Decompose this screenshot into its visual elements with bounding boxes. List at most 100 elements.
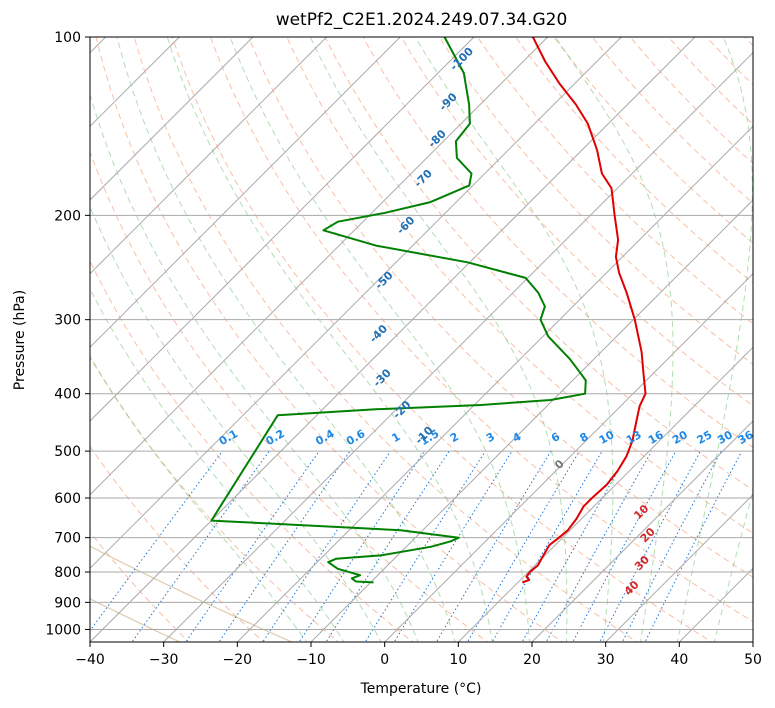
- y-tick-label: 900: [54, 595, 81, 611]
- y-tick-label: 500: [54, 444, 81, 460]
- mixing-ratio-label: 20: [670, 428, 690, 447]
- moist-adiabat-line: [90, 288, 345, 642]
- mixing-ratio-label: 13: [624, 428, 644, 447]
- mixing-ratio-line: [466, 450, 580, 642]
- dry-adiabat-line: [705, 37, 753, 86]
- isotherm-gridline: [90, 37, 696, 642]
- dry-adiabat-line: [90, 259, 414, 642]
- mixing-ratio-label: 0.2: [263, 427, 286, 448]
- mixing-ratio-label: 4: [510, 430, 523, 445]
- mixing-ratio-line: [90, 450, 223, 632]
- dry-adiabat-line: [286, 37, 753, 534]
- isotherm-gridline: [310, 199, 753, 642]
- dry-adiabat-line: [438, 37, 753, 366]
- isotherm-gridline: [752, 641, 753, 642]
- x-tick-label: −40: [75, 652, 105, 668]
- x-tick-label: 0: [380, 652, 389, 668]
- mixing-ratio-label: 2: [448, 430, 461, 445]
- background-isopleths: [90, 24, 775, 645]
- isotherm-gridline: [90, 37, 328, 275]
- mixing-ratio-line: [644, 450, 743, 642]
- x-tick-label: −10: [296, 652, 326, 668]
- mixing-ratio-label: 6: [549, 430, 562, 445]
- x-tick-label: 40: [670, 652, 688, 668]
- x-tick-label: 50: [744, 652, 762, 668]
- isopleth-labels: 0.1 0.2 0.4 0.6 1 1.5 2 3 4 6 8 10 13 16 20 25 30 36-100-…: [217, 44, 756, 598]
- moist-adiabat-label: -80: [426, 127, 449, 150]
- dry-adiabat-label: 10: [631, 502, 651, 522]
- moist-adiabat-label: -30: [371, 366, 394, 389]
- isotherm-gridline: [236, 125, 753, 642]
- tan-curve-line: [90, 545, 294, 642]
- mixing-ratio-label: 0.4: [313, 427, 337, 448]
- x-tick-label: 30: [597, 652, 615, 668]
- moist-adiabat-label: -40: [367, 322, 390, 345]
- isotherm-gridline: [90, 37, 475, 422]
- y-tick-label: 700: [54, 531, 81, 547]
- moist-adiabat-label: -70: [412, 167, 435, 190]
- isotherm-gridline: [90, 37, 549, 496]
- mixing-ratio-label: 25: [695, 428, 715, 447]
- y-tick-label: 100: [54, 30, 81, 46]
- x-tick-label: 10: [449, 652, 467, 668]
- moist-adiabat-label: -60: [394, 214, 417, 237]
- grid-lines: [90, 37, 753, 642]
- moist-adiabat-line: [713, 489, 753, 642]
- temperature-profile: [521, 37, 647, 584]
- isotherm-gridline: [605, 493, 753, 642]
- mixing-ratio-line: [572, 450, 677, 642]
- mixing-ratio-line: [435, 450, 552, 642]
- profile-lines: [210, 37, 647, 584]
- y-tick-label: 800: [54, 565, 81, 581]
- dry-adiabat-line: [90, 356, 340, 642]
- mixing-ratio-line: [185, 450, 320, 642]
- x-axis-ticks: −40 −30 −20 −10 0 10 20 30 40 50: [75, 642, 762, 668]
- dry-adiabat-line: [90, 150, 489, 642]
- isotherm-gridline: [90, 37, 401, 349]
- isotherm-gridline: [163, 51, 753, 642]
- isotherm-gridline: [678, 567, 753, 642]
- y-axis-label: Pressure (hPa): [12, 290, 28, 390]
- dry-adiabat-line: [744, 37, 753, 47]
- mixing-ratio-label: 30: [715, 428, 735, 447]
- dewpoint-profile: [210, 37, 587, 584]
- y-tick-label: 1000: [45, 622, 81, 638]
- x-tick-label: −20: [223, 652, 253, 668]
- mixing-ratio-line: [599, 450, 701, 642]
- dry-adiabat-label: 40: [622, 578, 642, 598]
- y-tick-label: 600: [54, 491, 81, 507]
- dry-adiabat-line: [90, 445, 265, 642]
- isotherm-gridline: [457, 346, 753, 642]
- mixing-ratio-line: [262, 450, 392, 642]
- dry-adiabat-line: [770, 24, 775, 645]
- moist-adiabat-label: -90: [437, 90, 460, 113]
- mixing-ratio-line: [218, 450, 351, 642]
- moist-adiabat-line: [90, 355, 308, 642]
- mixing-ratio-line: [131, 450, 270, 642]
- y-tick-label: 300: [54, 313, 81, 329]
- x-axis-label: Temperature (°C): [360, 681, 482, 697]
- y-axis-ticks: 100 200 300 400 500 600 700 800 900 1000: [45, 30, 90, 638]
- moist-adiabat-label: -20: [390, 398, 413, 421]
- isotherm-zero-label: 0: [552, 457, 567, 472]
- mixing-ratio-label: 16: [646, 428, 666, 447]
- dry-adiabat-label: 30: [632, 553, 652, 573]
- moist-adiabat-line: [414, 37, 614, 642]
- chart-title: wetPf2_C2E1.2024.249.07.34.G20: [275, 10, 568, 30]
- isotherm-gridline: [384, 272, 753, 642]
- isotherm-gridline: [90, 37, 254, 201]
- mixing-ratio-line: [621, 450, 722, 642]
- y-tick-label: 200: [54, 208, 81, 224]
- mixing-ratio-label: 0.6: [344, 427, 368, 448]
- dry-adiabat-line: [629, 37, 753, 165]
- moist-adiabat-line: [90, 205, 382, 642]
- plot-frame: [89, 36, 754, 643]
- x-tick-label: −30: [149, 652, 179, 668]
- mixing-ratio-line: [298, 450, 425, 642]
- mixing-ratio-label: 10: [597, 428, 617, 447]
- isotherm-gridline: [531, 420, 753, 642]
- mixing-ratio-label: 0.1: [217, 427, 240, 448]
- mixing-ratio-line: [325, 450, 450, 642]
- y-tick-label: 400: [54, 387, 81, 403]
